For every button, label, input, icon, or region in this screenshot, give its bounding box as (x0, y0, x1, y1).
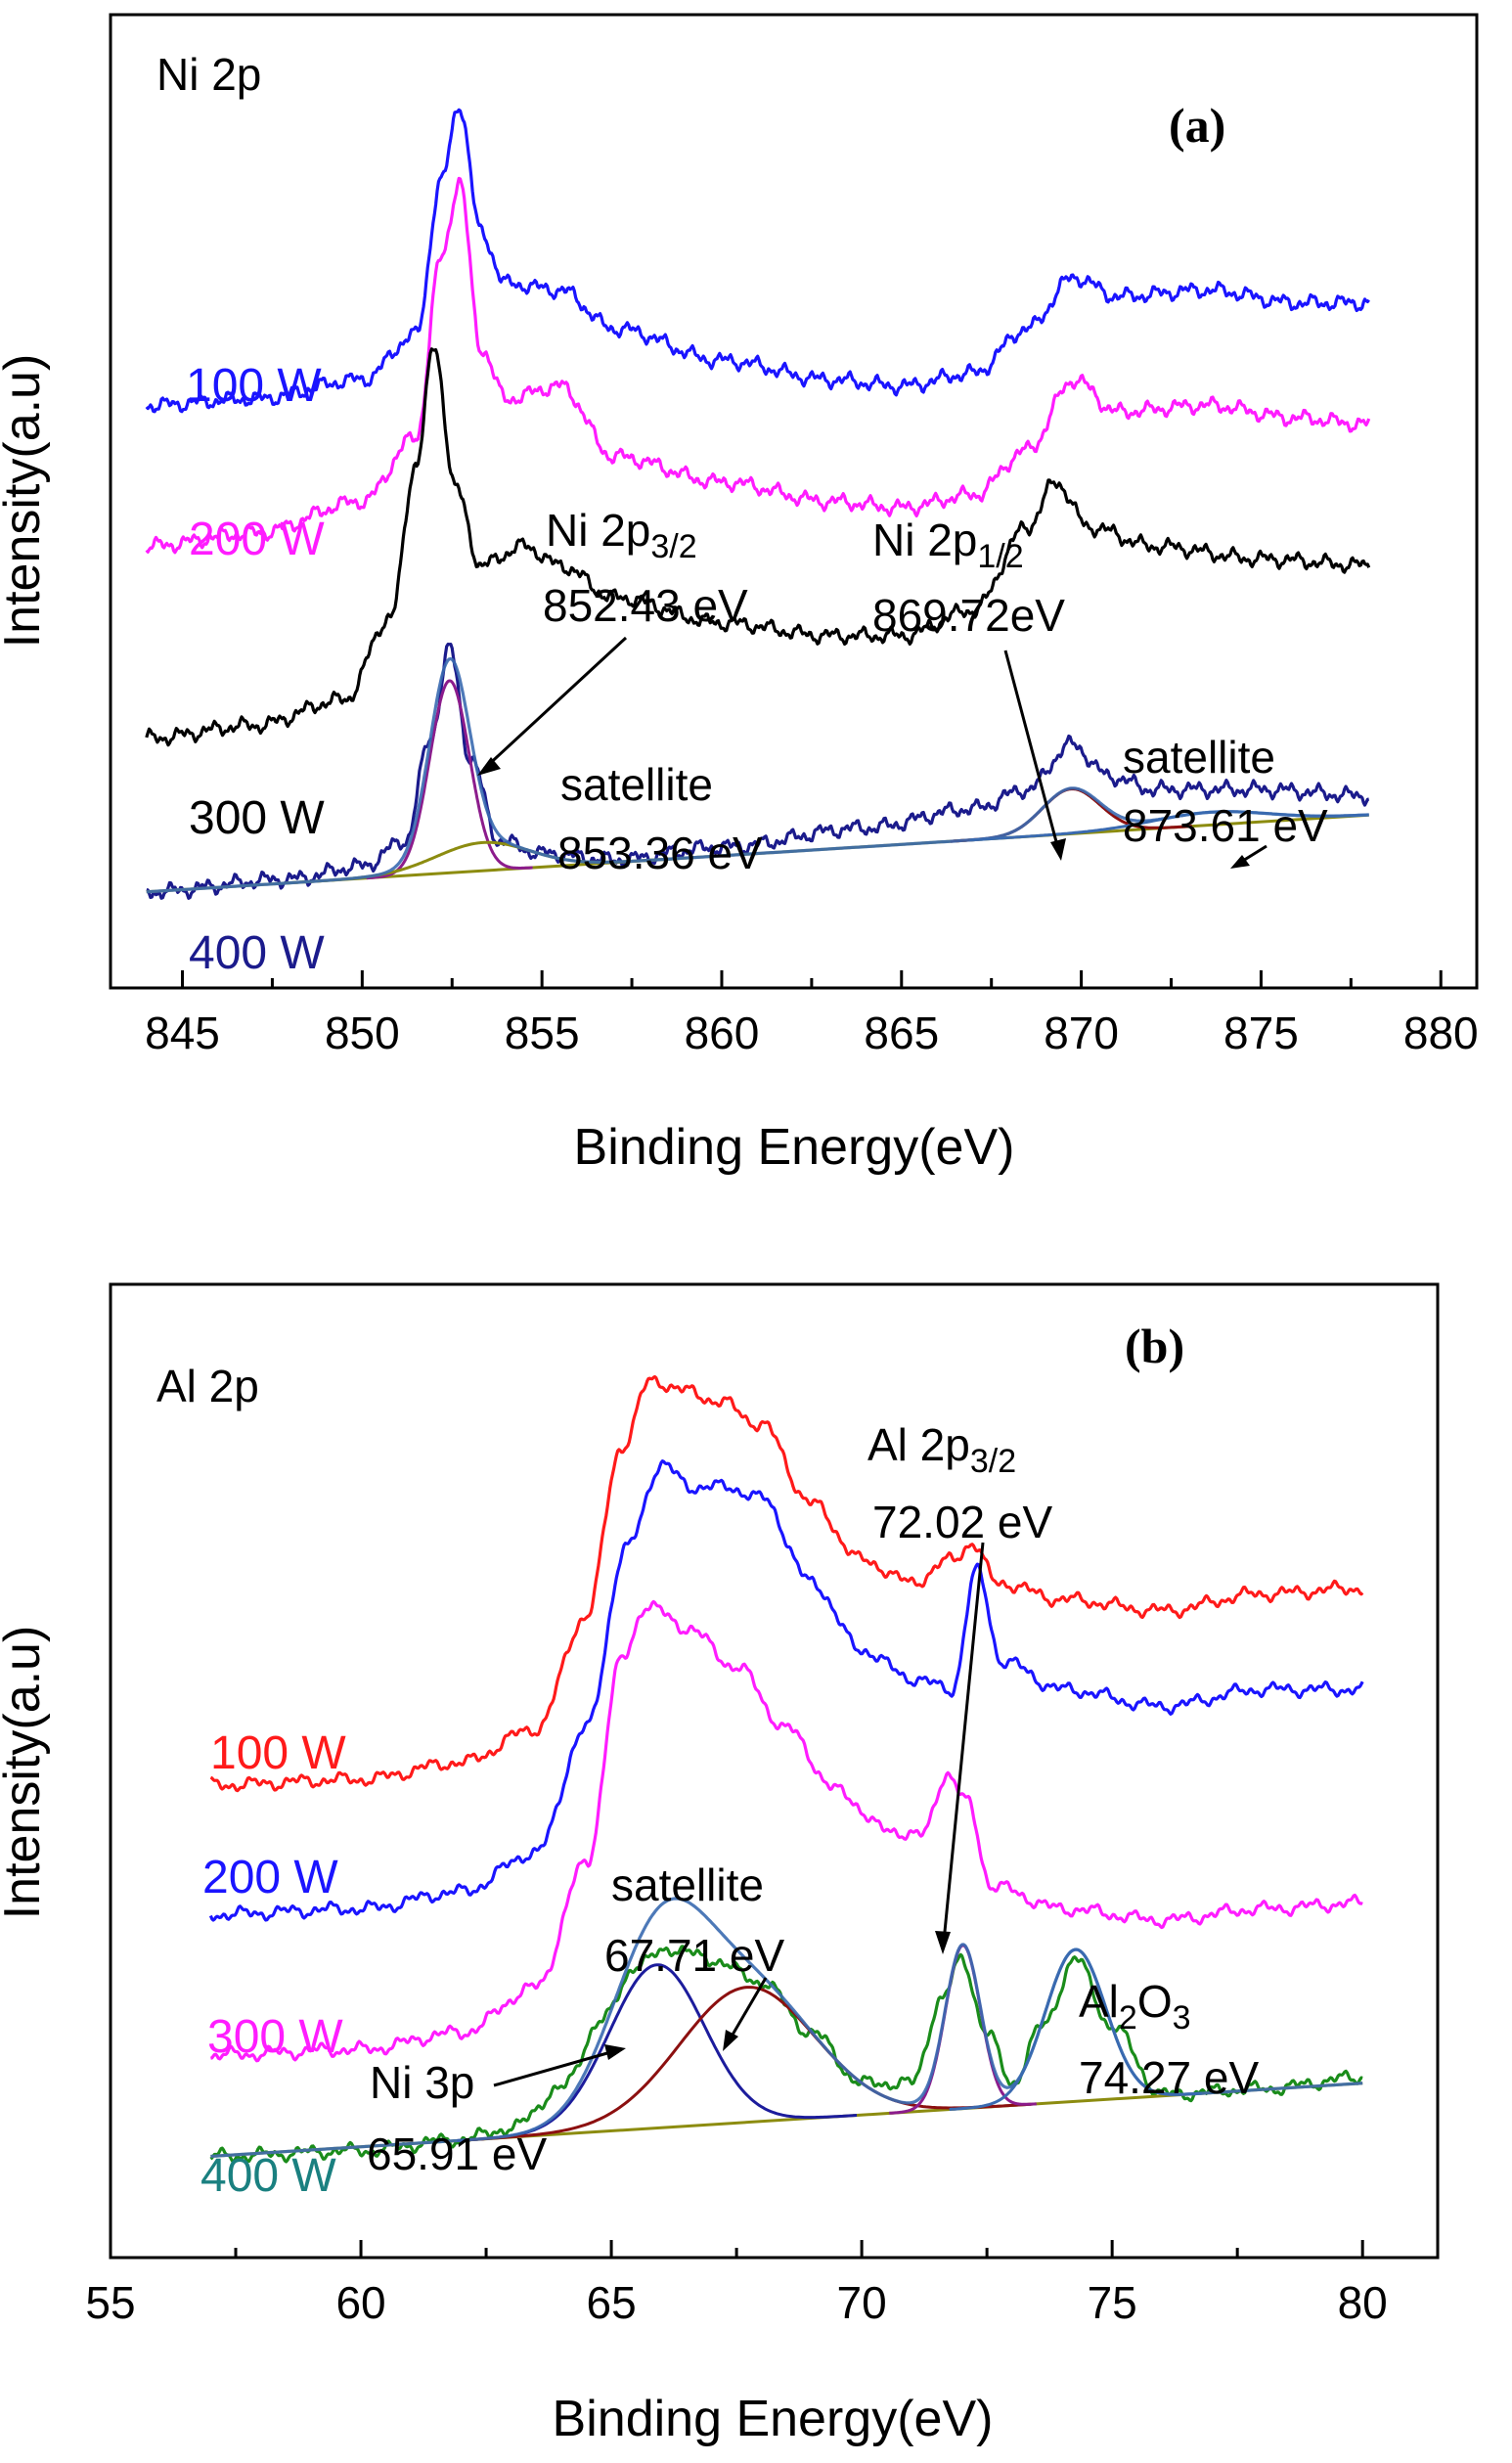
annotation-satellite-a1-label: satellite (560, 759, 713, 810)
panel-a-letter: (a) (1169, 98, 1225, 153)
panel-b-x-axis-title: Binding Energy(eV) (553, 2391, 994, 2447)
arrow-ni2p12 (1003, 649, 1060, 850)
x-tick-label-a-855: 855 (505, 1008, 580, 1058)
x-tick-label-a-850: 850 (325, 1008, 400, 1058)
panel-a-y-axis-title: Intensity(a.u) (0, 354, 51, 649)
arrow-satellite-b-head (723, 2030, 738, 2051)
series-line-b-200w (208, 1459, 1364, 1922)
legend-label-200w: 200 W (189, 514, 325, 565)
series-line-a-200w (145, 176, 1371, 555)
x-tick-label-b-65: 65 (586, 2277, 636, 2328)
arrow-satellite-a2-head (1230, 855, 1250, 869)
panel-a-fit-components (146, 656, 1369, 894)
series-line-a-400w (146, 643, 1370, 900)
legend-label-b-400w: 400 W (200, 2150, 336, 2202)
annotation-satellite-b-label: satellite (611, 1859, 764, 1910)
panel-b-y-axis-title: Intensity(a.u) (0, 1626, 51, 1920)
panel-a-frame (109, 13, 1479, 990)
x-tick-label-a-880: 880 (1403, 1008, 1479, 1058)
annotation-ni2p12-value: 869.72eV (872, 590, 1065, 641)
fit-envelope-b (210, 1897, 1363, 2159)
annotation-al2o3-value: 74.27 eV (1079, 2052, 1259, 2103)
panel-b-fit-components (210, 1897, 1363, 2159)
annotation-ni3p-label: Ni 3p (370, 2057, 474, 2108)
annotation-al2o3-label: Al2O3 (1079, 1976, 1191, 2037)
x-tick-label-b-80: 80 (1338, 2277, 1388, 2328)
panel-b-corner-label: Al 2p (156, 1361, 259, 1411)
panel-a-ni2p: 845 850 855 860 865 870 875 880 Ni 2p (a) 100 W… (0, 13, 1479, 1176)
legend-label-100w: 100 W (186, 360, 322, 412)
panel-b-frame (109, 1282, 1440, 2260)
arrow-ni2p32 (482, 636, 628, 771)
legend-label-b-100w: 100 W (210, 1727, 346, 1779)
x-tick-label-b-60: 60 (335, 2277, 385, 2328)
fit-satellite-67 (463, 1986, 1032, 2142)
annotation-satellite-a2-value: 873.61 eV (1123, 800, 1328, 851)
annotation-al2p32-label: Al 2p3/2 (867, 1419, 1016, 1480)
x-tick-label-a-845: 845 (145, 1008, 220, 1058)
x-tick-label-a-860: 860 (685, 1008, 760, 1058)
x-tick-label-b-75: 75 (1088, 2277, 1137, 2328)
annotation-ni3p-value: 65.91 eV (367, 2128, 547, 2179)
x-tick-label-a-875: 875 (1223, 1008, 1299, 1058)
annotation-satellite-b-value: 67.71 eV (604, 1930, 784, 1981)
arrow-al2p32 (942, 1542, 985, 1943)
legend-label-b-200w: 200 W (202, 1852, 338, 1903)
x-tick-label-b-70: 70 (837, 2277, 887, 2328)
annotation-ni2p32-label: Ni 2p3/2 (546, 505, 697, 565)
x-tick-label-a-870: 870 (1044, 1008, 1119, 1058)
annotation-satellite-a1-value: 853.36 eV (557, 828, 763, 878)
series-line-b-300w (210, 1599, 1363, 2063)
annotation-satellite-a2-label: satellite (1123, 732, 1275, 783)
x-tick-label-a-865: 865 (864, 1008, 939, 1058)
legend-label-b-300w: 300 W (207, 2011, 343, 2063)
fit-envelope-a (146, 656, 1369, 894)
arrow-ni2p32-head (477, 757, 501, 776)
series-line-a-300w (145, 347, 1371, 747)
arrow-ni3p (493, 2049, 615, 2087)
legend-label-300w: 300 W (189, 792, 325, 844)
panel-a-corner-label: Ni 2p (156, 49, 261, 100)
panel-a-curves (145, 108, 1371, 900)
legend-label-400w: 400 W (189, 927, 325, 979)
arrow-ni2p12-head (1050, 838, 1066, 861)
arrow-satellite-b (727, 1977, 768, 2042)
arrow-ni3p-head (604, 2044, 626, 2060)
arrow-al2p32-head (935, 1931, 951, 1954)
x-tick-label-b-55: 55 (85, 2277, 135, 2328)
panel-b-al2p: 55 60 65 70 75 80 Al 2p (b) 100 W 200 W 300 W… (0, 1282, 1440, 2447)
panel-b-letter: (b) (1125, 1319, 1184, 1373)
panel-a-x-axis-title: Binding Energy(eV) (574, 1119, 1015, 1176)
series-line-b-100w (209, 1374, 1364, 1793)
annotation-al2p32-value: 72.02 eV (872, 1497, 1052, 1547)
annotation-ni2p32-value: 852.43 eV (543, 580, 748, 631)
panel-a-x-axis: 845 850 855 860 865 870 875 880 (145, 970, 1479, 1058)
series-line-a-100w (145, 108, 1370, 414)
annotation-ni2p12-label: Ni 2p1/2 (872, 515, 1024, 575)
panel-b-x-axis: 55 60 65 70 75 80 (85, 2240, 1388, 2328)
